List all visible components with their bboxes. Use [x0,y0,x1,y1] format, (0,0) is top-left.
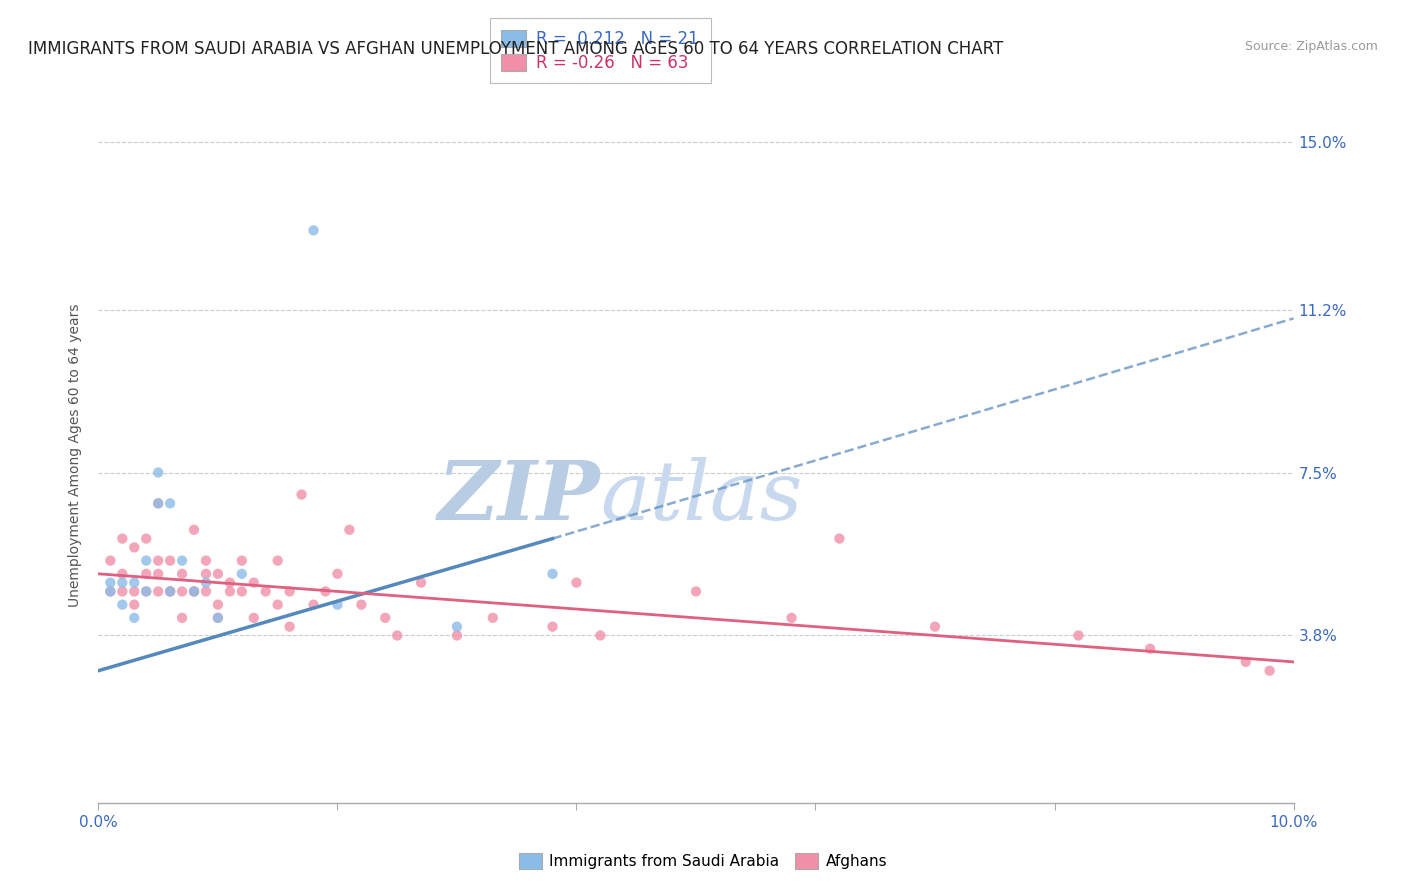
Point [1067,628,1090,642]
Legend: Immigrants from Saudi Arabia, Afghans: Immigrants from Saudi Arabia, Afghans [513,847,893,875]
Point [278,584,301,599]
Point [411,575,433,590]
Point [159,496,181,510]
Point [565,575,588,590]
Point [291,487,314,501]
Point [385,628,409,642]
Point [1258,664,1281,678]
Point [148,496,170,510]
Point [98,575,122,590]
Point [446,620,468,634]
Point [195,566,218,581]
Point [195,553,218,567]
Point [267,598,290,612]
Point [124,541,146,555]
Point [159,584,181,599]
Point [243,575,266,590]
Point [219,584,242,599]
Text: atlas: atlas [600,457,803,537]
Point [148,553,170,567]
Point [1139,641,1161,656]
Point [135,584,157,599]
Point [135,532,157,546]
Point [302,598,325,612]
Point [1234,655,1257,669]
Point [98,584,122,599]
Point [172,611,194,625]
Point [124,575,146,590]
Point [124,584,146,599]
Point [159,553,181,567]
Point [207,611,229,625]
Point [195,575,218,590]
Y-axis label: Unemployment Among Ages 60 to 64 years: Unemployment Among Ages 60 to 64 years [69,303,83,607]
Text: IMMIGRANTS FROM SAUDI ARABIA VS AFGHAN UNEMPLOYMENT AMONG AGES 60 TO 64 YEARS CO: IMMIGRANTS FROM SAUDI ARABIA VS AFGHAN U… [28,40,1004,58]
Point [326,598,349,612]
Point [172,566,194,581]
Point [124,611,146,625]
Point [172,553,194,567]
Point [111,598,134,612]
Point [183,584,205,599]
Point [183,584,205,599]
Point [254,584,277,599]
Point [159,584,181,599]
Point [183,523,205,537]
Point [148,496,170,510]
Point [231,553,253,567]
Point [135,566,157,581]
Point [148,584,170,599]
Text: ZIP: ZIP [437,457,600,537]
Point [924,620,946,634]
Point [482,611,505,625]
Point [183,584,205,599]
Point [124,598,146,612]
Point [541,566,564,581]
Point [828,532,851,546]
Point [350,598,373,612]
Point [267,553,290,567]
Point [207,566,229,581]
Text: Source: ZipAtlas.com: Source: ZipAtlas.com [1244,40,1378,54]
Point [195,584,218,599]
Point [172,584,194,599]
Point [207,598,229,612]
Point [207,611,229,625]
Point [98,584,122,599]
Point [302,223,325,237]
Point [243,611,266,625]
Point [231,584,253,599]
Point [111,566,134,581]
Point [148,466,170,480]
Point [446,628,468,642]
Point [278,620,301,634]
Point [135,584,157,599]
Point [339,523,361,537]
Point [541,620,564,634]
Point [231,566,253,581]
Point [111,584,134,599]
Point [780,611,803,625]
Point [98,553,122,567]
Point [589,628,612,642]
Point [315,584,337,599]
Point [685,584,707,599]
Point [111,532,134,546]
Legend: R =  0.212   N = 21, R = -0.26   N = 63: R = 0.212 N = 21, R = -0.26 N = 63 [489,18,711,84]
Point [111,575,134,590]
Point [159,584,181,599]
Point [219,575,242,590]
Point [326,566,349,581]
Point [148,566,170,581]
Point [135,553,157,567]
Point [374,611,396,625]
